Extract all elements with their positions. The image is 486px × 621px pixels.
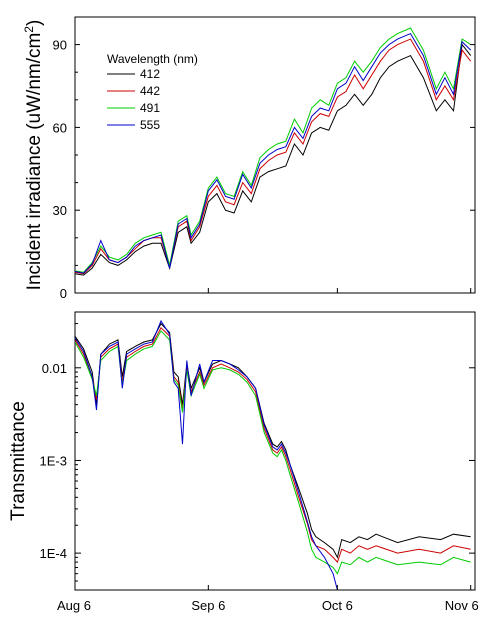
transmittance-series-442	[75, 326, 471, 564]
transmittance-y-axis-label: Transmittance	[8, 401, 29, 521]
irradiance-series-491	[75, 27, 471, 273]
irradiance-series-group	[75, 27, 472, 276]
transmittance-y-tick-label: 1E-4	[40, 546, 67, 561]
transmittance-x-axis: Aug 6 Sep 6 Oct 6 Nov 6	[57, 585, 479, 613]
x-tick-label: Oct 6	[322, 598, 353, 613]
transmittance-y-tick-label: 0.01	[42, 361, 67, 376]
x-tick-label: Nov 6	[445, 598, 479, 613]
x-tick-label: Aug 6	[57, 598, 91, 613]
irradiance-y-axis: 0 30 60 90	[53, 38, 475, 301]
irradiance-y-axis-label: Incident irradiance (uW/nm/cm2)	[22, 20, 45, 291]
legend-label-412: 412	[140, 67, 160, 81]
irradiance-y-tick-label: 90	[53, 38, 67, 53]
legend-label-442: 442	[140, 84, 160, 98]
transmittance-series-491	[75, 330, 471, 575]
irradiance-series-412	[75, 43, 472, 276]
transmittance-panel: 1E-4 1E-3 0.01 Aug 6 Sep 6 Oct 6 Nov 6 Transm…	[8, 311, 479, 613]
legend-label-555: 555	[140, 118, 160, 132]
irradiance-x-ticks	[74, 288, 472, 293]
legend-title: Wavelength (nm)	[107, 52, 198, 66]
transmittance-series-555	[75, 319, 338, 590]
legend: Wavelength (nm) 412 442 491 555	[107, 52, 198, 132]
transmittance-plot-frame	[74, 311, 476, 591]
irradiance-y-tick-label: 60	[53, 120, 67, 135]
irradiance-y-tick-label: 30	[53, 203, 67, 218]
transmittance-series-group	[75, 319, 471, 590]
transmittance-y-axis: 1E-4 1E-3 0.01	[40, 323, 475, 582]
irradiance-series-555	[75, 32, 472, 274]
transmittance-series-412	[75, 322, 471, 559]
irradiance-series-442	[75, 38, 472, 275]
x-tick-label: Sep 6	[191, 598, 225, 613]
transmittance-y-tick-label: 1E-3	[40, 453, 67, 468]
irradiance-y-tick-label: 0	[60, 286, 67, 301]
legend-label-491: 491	[140, 101, 160, 115]
